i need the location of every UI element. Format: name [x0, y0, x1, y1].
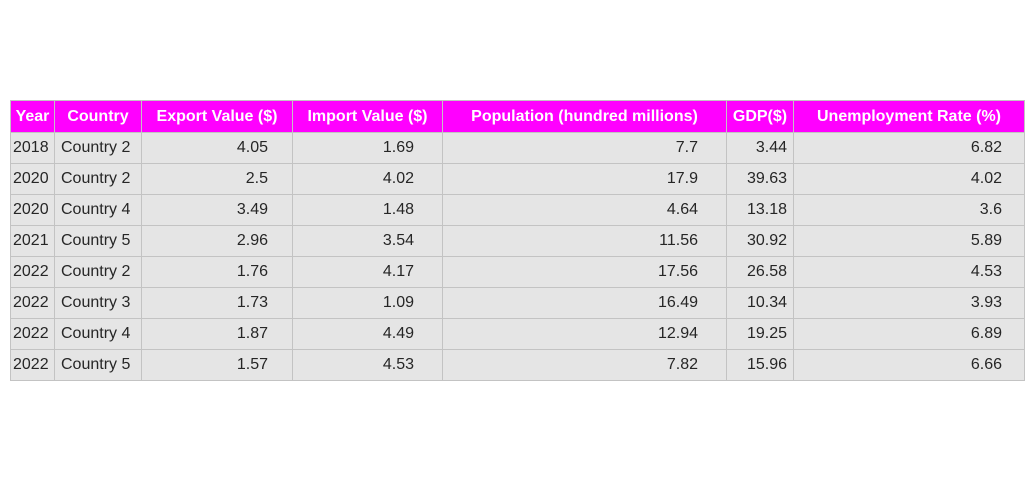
cell-import-value: 1.48: [292, 194, 443, 226]
cell-population: 7.7: [442, 132, 727, 164]
table-row: 2022 Country 2 1.76 4.17 17.56 26.58 4.53: [10, 256, 1025, 288]
cell-population: 7.82: [442, 349, 727, 381]
cell-unemployment-rate: 6.66: [793, 349, 1025, 381]
cell-import-value: 4.53: [292, 349, 443, 381]
cell-year: 2022: [10, 256, 55, 288]
cell-gdp: 30.92: [726, 225, 794, 257]
cell-population: 17.9: [442, 163, 727, 195]
cell-export-value: 1.87: [141, 318, 293, 350]
header-export-value: Export Value ($): [141, 100, 293, 133]
cell-country: Country 4: [54, 318, 142, 350]
cell-export-value: 1.73: [141, 287, 293, 319]
cell-gdp: 3.44: [726, 132, 794, 164]
cell-population: 17.56: [442, 256, 727, 288]
table-row: 2020 Country 4 3.49 1.48 4.64 13.18 3.6: [10, 194, 1025, 226]
cell-country: Country 5: [54, 349, 142, 381]
cell-year: 2022: [10, 349, 55, 381]
table-row: 2021 Country 5 2.96 3.54 11.56 30.92 5.89: [10, 225, 1025, 257]
cell-population: 16.49: [442, 287, 727, 319]
cell-import-value: 4.49: [292, 318, 443, 350]
table-row: 2022 Country 3 1.73 1.09 16.49 10.34 3.93: [10, 287, 1025, 319]
cell-country: Country 5: [54, 225, 142, 257]
cell-year: 2020: [10, 163, 55, 195]
cell-export-value: 4.05: [141, 132, 293, 164]
cell-unemployment-rate: 6.89: [793, 318, 1025, 350]
cell-population: 4.64: [442, 194, 727, 226]
cell-year: 2021: [10, 225, 55, 257]
cell-population: 12.94: [442, 318, 727, 350]
header-unemployment-rate: Unemployment Rate (%): [793, 100, 1025, 133]
cell-import-value: 3.54: [292, 225, 443, 257]
cell-unemployment-rate: 4.02: [793, 163, 1025, 195]
cell-country: Country 2: [54, 163, 142, 195]
data-table: Year Country Export Value ($) Import Val…: [10, 100, 1025, 381]
cell-year: 2018: [10, 132, 55, 164]
cell-year: 2020: [10, 194, 55, 226]
cell-gdp: 13.18: [726, 194, 794, 226]
header-gdp: GDP($): [726, 100, 794, 133]
cell-unemployment-rate: 5.89: [793, 225, 1025, 257]
table-row: 2022 Country 4 1.87 4.49 12.94 19.25 6.89: [10, 318, 1025, 350]
cell-gdp: 39.63: [726, 163, 794, 195]
cell-gdp: 10.34: [726, 287, 794, 319]
cell-unemployment-rate: 3.93: [793, 287, 1025, 319]
cell-gdp: 15.96: [726, 349, 794, 381]
cell-unemployment-rate: 6.82: [793, 132, 1025, 164]
cell-country: Country 3: [54, 287, 142, 319]
table-row: 2018 Country 2 4.05 1.69 7.7 3.44 6.82: [10, 132, 1025, 164]
cell-import-value: 4.02: [292, 163, 443, 195]
header-row: Year Country Export Value ($) Import Val…: [10, 100, 1025, 133]
cell-country: Country 2: [54, 256, 142, 288]
cell-year: 2022: [10, 318, 55, 350]
cell-unemployment-rate: 4.53: [793, 256, 1025, 288]
table-row: 2020 Country 2 2.5 4.02 17.9 39.63 4.02: [10, 163, 1025, 195]
table-row: 2022 Country 5 1.57 4.53 7.82 15.96 6.66: [10, 349, 1025, 381]
header-country: Country: [54, 100, 142, 133]
header-year: Year: [10, 100, 55, 133]
cell-country: Country 2: [54, 132, 142, 164]
cell-year: 2022: [10, 287, 55, 319]
cell-export-value: 2.5: [141, 163, 293, 195]
cell-export-value: 1.57: [141, 349, 293, 381]
cell-unemployment-rate: 3.6: [793, 194, 1025, 226]
header-import-value: Import Value ($): [292, 100, 443, 133]
cell-export-value: 3.49: [141, 194, 293, 226]
cell-export-value: 1.76: [141, 256, 293, 288]
cell-import-value: 1.69: [292, 132, 443, 164]
cell-gdp: 19.25: [726, 318, 794, 350]
table-body: 2018 Country 2 4.05 1.69 7.7 3.44 6.82 2020 Coun…: [10, 132, 1025, 381]
header-population: Population (hundred millions): [442, 100, 727, 133]
cell-country: Country 4: [54, 194, 142, 226]
cell-import-value: 1.09: [292, 287, 443, 319]
cell-population: 11.56: [442, 225, 727, 257]
cell-export-value: 2.96: [141, 225, 293, 257]
cell-import-value: 4.17: [292, 256, 443, 288]
cell-gdp: 26.58: [726, 256, 794, 288]
